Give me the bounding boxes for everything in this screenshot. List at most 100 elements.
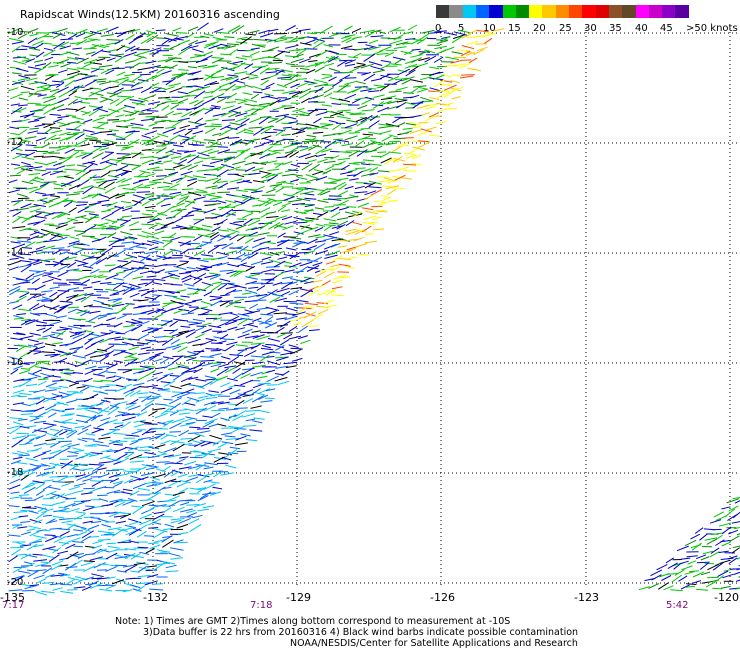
wind-barb [77,262,89,267]
wind-barb [727,555,738,560]
wind-barb [89,463,103,466]
wind-barb [168,82,181,87]
wind-barb [328,198,342,201]
wind-barb [106,542,117,545]
wind-barb [292,107,305,113]
wind-barb [83,377,93,383]
wind-barb [686,583,697,585]
wind-barb [162,80,173,83]
wind-barb [48,64,59,68]
wind-barb [332,122,343,131]
wind-barb [391,79,403,86]
wind-barb [203,33,214,37]
wind-barb [146,377,158,382]
wind-barb [275,271,285,277]
wind-barb [77,309,92,314]
wind-barb [57,289,70,297]
wind-barb [52,260,64,265]
wind-barb [405,123,417,126]
wind-barb [267,168,280,171]
wind-barb [307,101,319,103]
wind-barb [347,256,358,260]
wind-barb [352,210,363,214]
wind-barb [113,350,126,356]
wind-barb [312,262,323,267]
wind-barb [88,385,102,389]
wind-barb [19,227,32,232]
wind-barb [243,84,253,88]
wind-barb [199,240,213,248]
wind-barb [264,199,276,207]
wind-barb [181,188,194,191]
wind-barb [148,224,158,230]
wind-barb [219,235,231,238]
wind-barb [107,428,119,436]
wind-barb [82,31,93,35]
wind-barb [209,82,220,86]
wind-barb [122,287,135,296]
wind-barb [100,96,114,101]
wind-barb [74,133,85,140]
wind-barb [170,557,184,560]
wind-barb [185,269,198,273]
wind-barb [396,145,409,147]
wind-barb [195,392,205,394]
wind-barb [304,197,317,200]
wind-barb [261,140,274,145]
wind-barb [388,39,403,45]
wind-barb [280,69,293,73]
wind-barb [324,299,334,305]
wind-barb [209,231,219,238]
wind-barb [328,67,340,73]
wind-barb [220,124,231,131]
wind-barb [81,528,91,532]
wind-barb [323,160,336,164]
wind-barb [132,527,142,532]
wind-barb [351,27,362,33]
wind-barb [248,310,261,314]
wind-barb [734,527,740,530]
wind-barb [297,299,309,303]
wind-barb [325,288,336,297]
wind-barb [162,539,174,548]
wind-barb [315,235,326,239]
wind-barb [323,87,334,94]
wind-barb [26,235,40,241]
wind-barb [204,156,216,160]
wind-barb [344,135,358,141]
wind-barb [418,100,432,103]
wind-barb [10,368,19,375]
wind-barb [136,79,147,86]
wind-barb [28,173,40,176]
wind-barb [97,315,108,320]
wind-barb [728,529,739,535]
wind-barb [12,566,24,574]
wind-barb [92,126,105,130]
wind-barb [396,102,407,109]
wind-barb [219,269,234,272]
wind-barb [20,531,31,536]
wind-barb [232,425,245,433]
wind-barb [138,352,150,355]
wind-barb [165,77,176,86]
wind-barb [187,396,200,402]
wind-barb [105,457,120,462]
scale-swatch [555,5,570,18]
wind-barb [18,129,28,135]
wind-barb [82,478,93,482]
wind-barb [193,103,204,110]
wind-barb [356,62,366,65]
wind-barb [138,288,150,292]
wind-barb [148,197,161,200]
wind-barb [12,304,23,310]
wind-barb [83,47,97,50]
wind-barb [88,213,99,216]
wind-barb [265,71,278,74]
wind-barb [114,249,126,257]
wind-barb [690,533,701,540]
wind-barb [122,499,136,506]
wind-barb [120,170,130,177]
wind-barb [24,277,35,283]
wind-barb [115,76,129,82]
wind-barb [315,270,327,277]
